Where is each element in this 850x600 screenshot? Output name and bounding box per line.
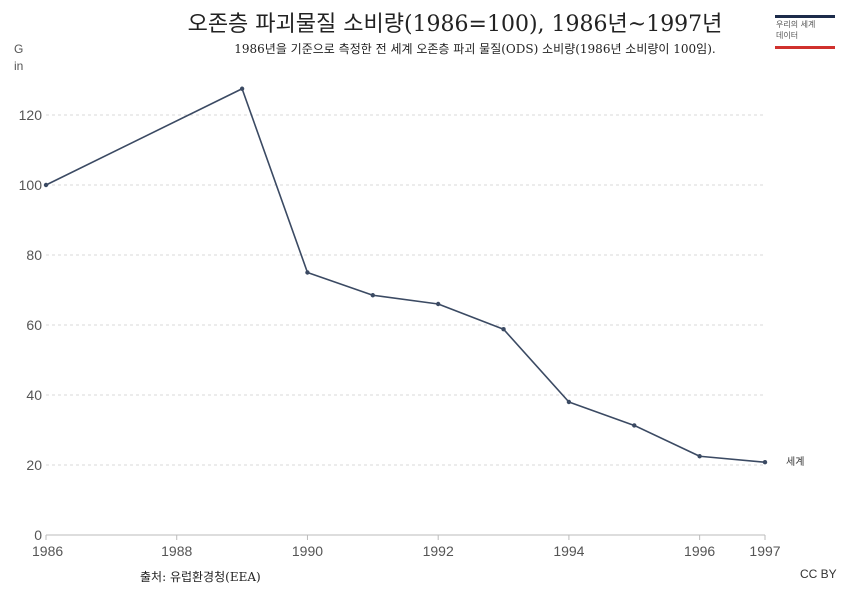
x-tick-label: 1992 bbox=[423, 543, 454, 559]
data-point bbox=[632, 423, 637, 428]
y-axis-ticks: 0 20 40 60 80 100 120 bbox=[19, 107, 43, 543]
data-point bbox=[43, 182, 49, 188]
y-tick-label: 60 bbox=[26, 317, 42, 333]
license-label[interactable]: CC BY bbox=[800, 567, 837, 581]
y-tick-label: 120 bbox=[19, 107, 43, 123]
series-label: 세계 bbox=[786, 456, 804, 468]
data-point bbox=[501, 327, 506, 332]
x-tick-label: 1994 bbox=[553, 543, 584, 559]
data-point bbox=[566, 399, 572, 405]
x-tick-label: 1996 bbox=[684, 543, 715, 559]
series-group: 세계 bbox=[43, 86, 804, 468]
y-tick-label: 40 bbox=[26, 387, 42, 403]
y-unit-label: G in bbox=[14, 42, 24, 73]
y-tick-label: 80 bbox=[26, 247, 42, 263]
data-point bbox=[697, 454, 702, 459]
y-tick-label: 100 bbox=[19, 177, 43, 193]
y-tick-label: 20 bbox=[26, 457, 42, 473]
gridlines bbox=[46, 114, 765, 466]
data-point bbox=[435, 301, 441, 307]
x-tick-label: 1990 bbox=[292, 543, 323, 559]
x-axis-ticks: 1986 1988 1990 1992 1994 1996 1997 bbox=[32, 535, 781, 559]
source-note: 출처: 유럽환경청(EEA) bbox=[140, 570, 261, 584]
data-point bbox=[305, 270, 310, 275]
data-point bbox=[762, 460, 768, 465]
brand-logo[interactable]: 우리의 세계 데이터 bbox=[775, 15, 835, 49]
data-point bbox=[370, 293, 376, 298]
logo-text: 우리의 세계 데이터 bbox=[776, 20, 816, 40]
x-tick-label: 1997 bbox=[749, 543, 780, 559]
x-tick-label: 1988 bbox=[161, 543, 192, 559]
chart-subtitle: 1986년을 기준으로 측정한 전 세계 오존층 파괴 물질(ODS) 소비량(… bbox=[234, 42, 716, 56]
data-point bbox=[239, 86, 245, 91]
y-tick-label: 0 bbox=[34, 527, 42, 543]
x-tick-label: 1986 bbox=[32, 543, 63, 559]
series-line bbox=[45, 87, 766, 463]
chart-title: 오존층 파괴물질 소비량(1986=100), 1986년~1997년 bbox=[187, 12, 723, 37]
